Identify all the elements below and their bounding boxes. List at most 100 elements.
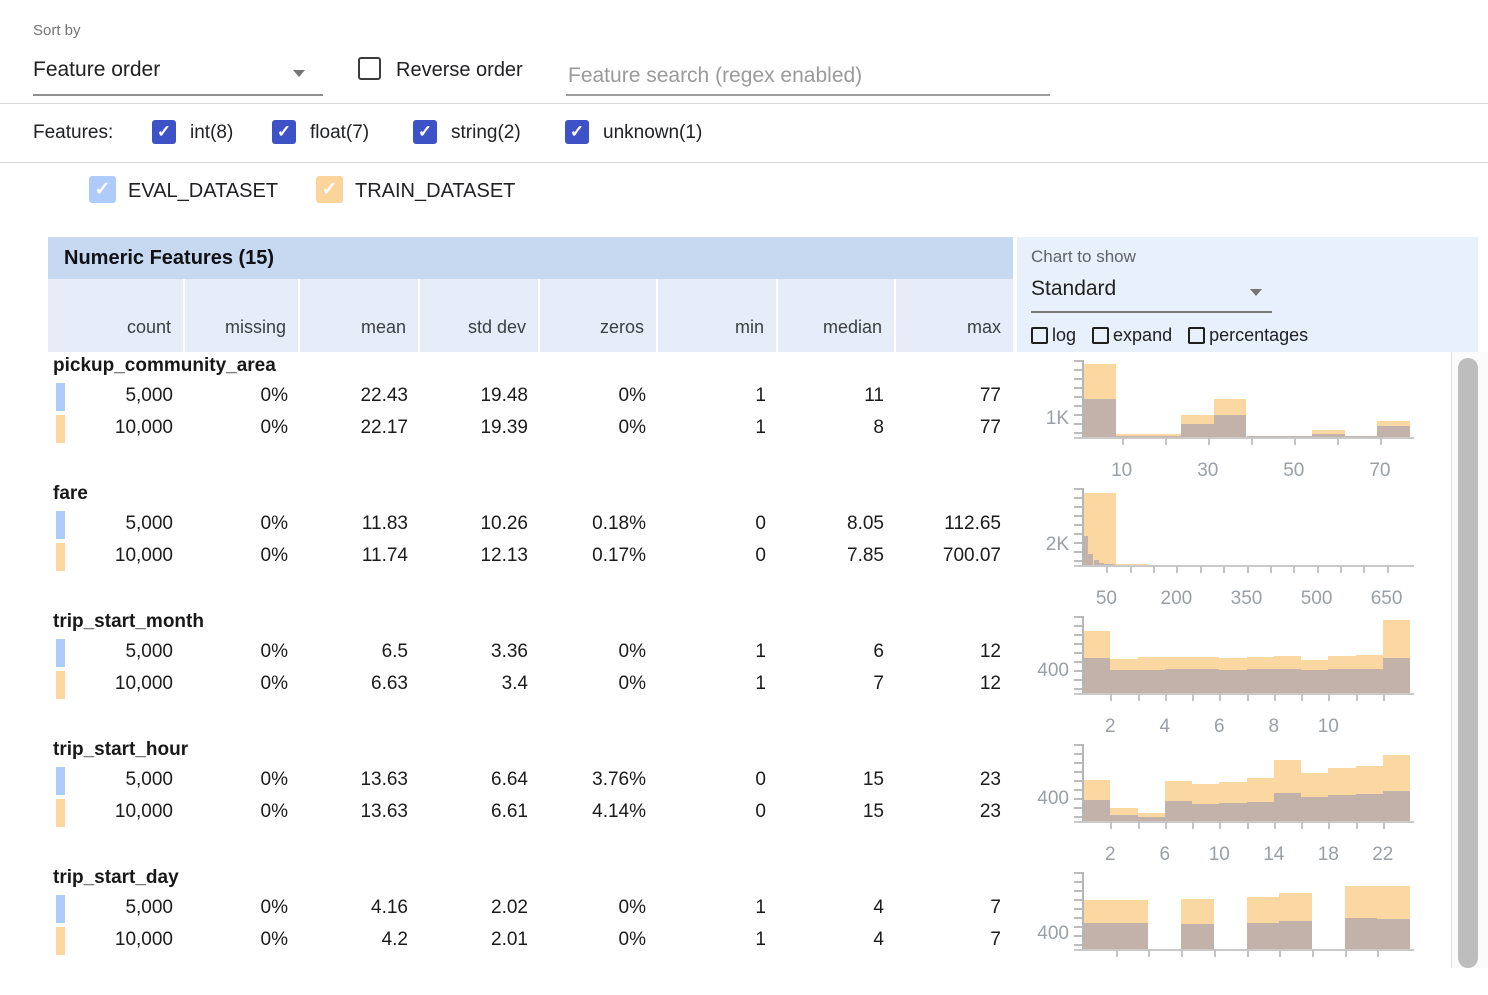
stat-cell: 10,000 (48, 797, 185, 827)
stat-cell: 13.63 (300, 765, 420, 795)
y-axis-ruler (1074, 872, 1082, 949)
dataset-checkbox[interactable]: ✓ (316, 176, 343, 203)
type-filter-checkbox[interactable]: ✓ (413, 120, 437, 144)
x-axis-tick (1337, 437, 1339, 445)
stat-line: 5,0000%6.53.360%1612 (48, 637, 1013, 667)
y-axis-line (1082, 616, 1084, 695)
stat-cell: 10.26 (420, 509, 540, 539)
stat-cell: 700.07 (896, 541, 1013, 571)
numeric-features-header: Numeric Features (15) (48, 237, 1013, 279)
column-header: missing (185, 279, 300, 352)
x-axis-tick (1317, 565, 1319, 573)
stat-cell: 13.63 (300, 797, 420, 827)
histogram-bar (1181, 424, 1214, 437)
x-axis-tick (1247, 693, 1249, 701)
y-axis-line (1082, 744, 1084, 823)
histogram-bar (1274, 793, 1301, 821)
histogram-bar (1219, 670, 1246, 693)
stat-line: 5,0000%22.4319.480%11177 (48, 381, 1013, 411)
stat-cell: 4.2 (300, 925, 420, 955)
reverse-order-label: Reverse order (396, 59, 523, 82)
type-filter-checkbox[interactable]: ✓ (272, 120, 296, 144)
stat-cell: 1 (658, 925, 778, 955)
type-filter-checkbox[interactable]: ✓ (565, 120, 589, 144)
x-axis-line (1074, 949, 1414, 951)
x-axis-tick (1377, 949, 1379, 957)
x-axis-tick (1165, 437, 1167, 445)
feature-name: trip_start_month (53, 611, 204, 633)
x-tick-label: 70 (1369, 460, 1390, 482)
histogram-bar (1083, 399, 1116, 438)
stat-cell: 0% (185, 509, 300, 539)
chart-type-select[interactable]: Standard (1031, 271, 1272, 313)
reverse-order-checkbox[interactable] (358, 57, 381, 80)
stat-cell: 19.39 (420, 413, 540, 443)
x-tick-label: 10 (1209, 844, 1230, 866)
x-axis-tick (1116, 949, 1118, 957)
x-axis-tick (1293, 565, 1295, 573)
feature-name: trip_start_hour (53, 739, 188, 761)
feature-row: pickup_community_area5,0000%22.4319.480%… (0, 355, 1488, 483)
histogram: 502003505006502K (1083, 488, 1410, 565)
chart-option-label: percentages (1209, 325, 1308, 346)
stat-cell: 3.76% (540, 765, 658, 795)
x-axis-tick (1138, 821, 1140, 829)
stat-cell: 10,000 (48, 669, 185, 699)
stat-cell: 0% (185, 797, 300, 827)
stat-cell: 5,000 (48, 637, 185, 667)
expand-checkbox[interactable] (1092, 327, 1109, 344)
y-axis-line (1082, 488, 1084, 567)
feature-row: trip_start_day5,0000%4.162.020%14710,000… (0, 867, 1488, 995)
histogram: 103050701K (1083, 360, 1410, 437)
stat-cell: 1 (658, 893, 778, 923)
x-axis-tick (1165, 693, 1167, 701)
y-axis-ruler (1074, 488, 1082, 565)
x-axis-tick (1301, 693, 1303, 701)
stat-cell: 12 (896, 637, 1013, 667)
histogram-bar (1301, 670, 1328, 693)
x-axis-line (1074, 693, 1414, 695)
histogram-bar (1279, 921, 1312, 949)
x-axis-tick (1294, 437, 1296, 445)
x-axis-tick (1192, 821, 1194, 829)
stat-cell: 10,000 (48, 541, 185, 571)
feature-row: fare5,0000%11.8310.260.18%08.05112.6510,… (0, 483, 1488, 611)
y-axis-line (1082, 872, 1084, 951)
percentages-checkbox[interactable] (1188, 327, 1205, 344)
histogram-bar (1274, 669, 1301, 693)
histogram-bar (1083, 923, 1116, 949)
dataset-checkbox[interactable]: ✓ (89, 176, 116, 203)
stat-cell: 4 (778, 925, 896, 955)
y-axis-ruler (1074, 744, 1082, 821)
scrollbar-thumb[interactable] (1458, 358, 1478, 968)
x-axis-tick (1148, 949, 1150, 957)
x-tick-label: 50 (1096, 588, 1117, 610)
histogram-bar (1301, 797, 1328, 821)
stat-cell: 0% (540, 381, 658, 411)
feature-name: fare (53, 483, 88, 505)
histogram-bar (1110, 670, 1137, 693)
x-axis-tick (1181, 949, 1183, 957)
stat-cell: 7 (778, 669, 896, 699)
x-tick-label: 650 (1371, 588, 1403, 610)
type-filter-checkbox[interactable]: ✓ (152, 120, 176, 144)
stat-line: 10,0000%11.7412.130.17%07.85700.07 (48, 541, 1013, 571)
stat-cell: 4.14% (540, 797, 658, 827)
search-input[interactable] (566, 58, 1050, 96)
stat-cell: 0.18% (540, 509, 658, 539)
stat-cell: 1 (658, 637, 778, 667)
x-axis-line (1074, 437, 1414, 439)
x-axis-tick (1138, 693, 1140, 701)
x-tick-label: 18 (1318, 844, 1339, 866)
histogram-bar (1138, 670, 1165, 693)
column-header: median (778, 279, 896, 352)
sort-by-select[interactable]: Feature order (33, 50, 323, 96)
x-tick-label: 22 (1372, 844, 1393, 866)
x-tick-label: 14 (1263, 844, 1284, 866)
x-axis-tick (1251, 437, 1253, 445)
stat-cell: 3.4 (420, 669, 540, 699)
feature-name: trip_start_day (53, 867, 179, 889)
log-checkbox[interactable] (1031, 327, 1048, 344)
stat-cell: 5,000 (48, 509, 185, 539)
x-tick-label: 4 (1160, 716, 1171, 738)
